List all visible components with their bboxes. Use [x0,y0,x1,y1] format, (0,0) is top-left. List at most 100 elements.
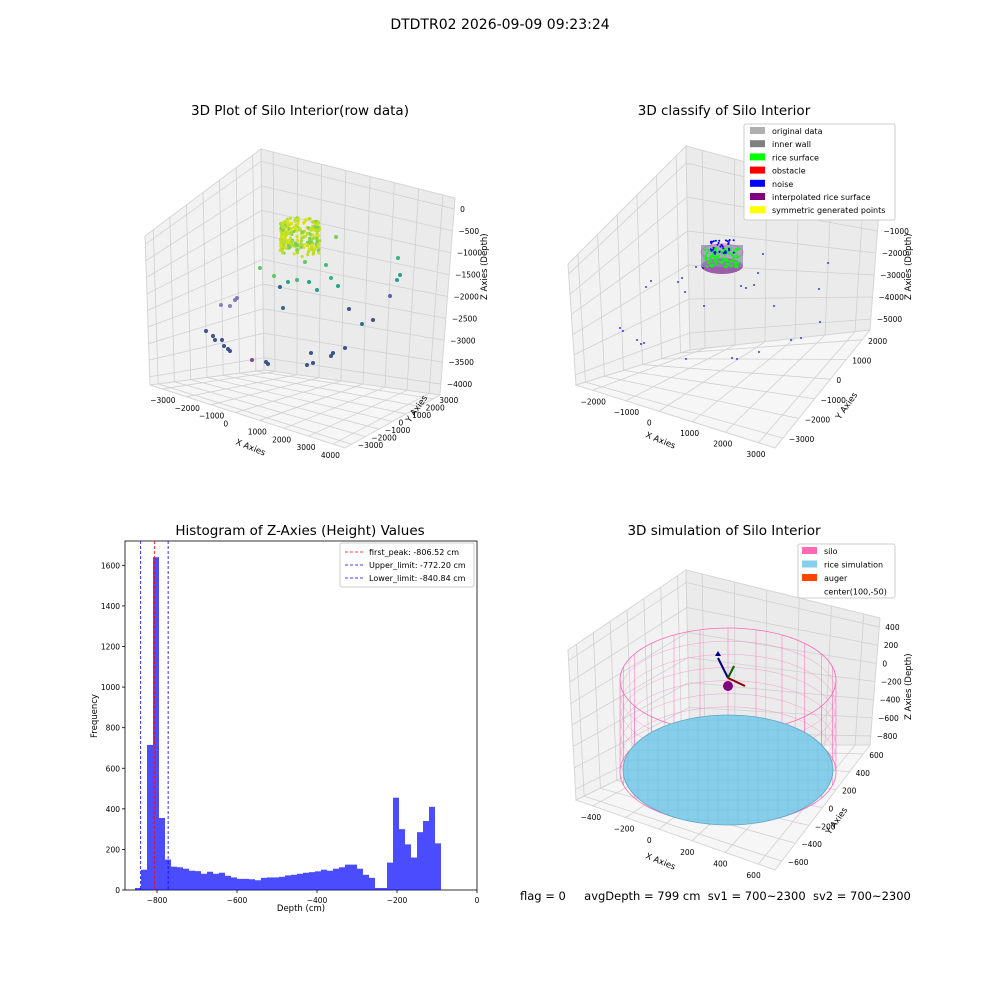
legend-swatch [750,206,765,214]
y-tick-label: 2000 [426,403,445,412]
z-tick-label: −2500 [452,314,478,323]
z-tick-label: −2000 [882,249,908,258]
noise-point [727,243,730,245]
rice-surface-point [721,260,724,263]
point [296,219,300,223]
point [306,250,311,254]
rice-surface-point [709,264,713,267]
point [343,346,347,350]
point [310,225,314,229]
legend-swatch [750,179,765,187]
plot1-ticks: −3000−2000−100001000200030004000−3000−20… [150,205,482,460]
noise-point [721,245,724,248]
point [222,344,226,348]
noise-point [677,281,679,283]
noise-point [728,247,730,250]
noise-point [732,251,735,254]
x-tick-label: 3000 [296,443,315,452]
rice-surface-point [713,258,716,261]
point [318,227,322,231]
rice-surface-point [715,255,718,258]
point [300,230,304,234]
noise-point [716,243,719,246]
point [281,306,285,310]
legend-swatch [802,574,817,581]
rice-surface-point [708,261,711,264]
point [288,245,292,250]
point [280,222,285,226]
z-tick-label: −400 [880,696,901,705]
y-tick-label: −2000 [805,416,831,425]
legend-label: inner wall [772,140,811,149]
y-tick-label: 600 [869,751,884,760]
y-tick-label: 200 [106,845,121,854]
y-tick-label: 1000 [852,357,871,366]
point [286,280,290,284]
noise-point [736,358,738,360]
noise-point [684,291,686,293]
x-tick-label: 600 [746,871,761,880]
plot2-zlabel: Z Axies (Depth) [904,233,914,300]
histogram-bar [435,843,441,890]
y-tick-label: 2000 [868,337,887,346]
z-tick-label: 0 [882,659,887,668]
x-tick-label: −200 [387,896,408,905]
point [305,232,310,236]
point [286,219,290,223]
point [211,334,215,338]
legend-swatch [750,127,765,134]
point [290,239,294,244]
point [213,338,217,342]
plot3-histogram: −800 −600 −400 −200 0 0 200 400 600 800 1000 1200 14… [90,540,480,914]
x-tick-label: −1000 [614,408,640,417]
y-tick-label: 1200 [101,643,120,652]
y-tick-label: 200 [842,787,857,796]
z-tick-label: −3500 [449,358,475,367]
noise-point [818,288,820,290]
histogram-bar [141,869,147,890]
x-tick-label: 400 [713,860,728,869]
point [329,276,333,280]
point [278,248,282,253]
plot1-3d-scatter: −3000−2000−100001000200030004000−3000−20… [144,148,490,460]
legend-swatch [802,547,817,554]
noise-point [645,286,647,288]
point [336,284,340,288]
point [299,239,303,243]
point [316,225,320,229]
point [300,255,304,259]
point [228,304,232,308]
plot3-xlabel: Depth (cm) [277,904,325,914]
x-tick-label: −1000 [199,412,225,421]
rice-surface-point [730,264,733,267]
y-tick-label: 0 [829,805,834,814]
legend-label: center(100,-50) [824,588,887,597]
histogram-bar [381,887,387,890]
noise-point [650,280,652,282]
noise-point [712,248,715,251]
noise-point [773,305,775,307]
noise-point [762,253,764,255]
noise-point [722,247,725,250]
x-tick-label: −200 [614,825,635,834]
point [313,245,317,249]
z-tick-label: −4000 [879,293,905,302]
rice-surface-point [717,254,720,257]
z-tick-label: −2000 [454,293,480,302]
noise-point [685,358,687,360]
noise-point [695,266,697,268]
point [281,226,285,230]
plot3-ylabel: Frequency [90,694,100,738]
plot3-legend: first_peak: -806.52 cm Upper_limit: -772.… [339,542,475,588]
rice-surface-point [725,265,728,269]
point [308,217,312,221]
noise-point [714,251,717,254]
y-tick-label: −400 [801,840,822,849]
rice-surface-point [721,257,724,260]
z-tick-label: −3000 [450,336,476,345]
histogram-bar [189,870,195,890]
x-tick-label: −400 [307,896,328,905]
histogram-bar [177,867,183,890]
z-tick-label: −5000 [877,315,903,324]
point [293,225,297,229]
